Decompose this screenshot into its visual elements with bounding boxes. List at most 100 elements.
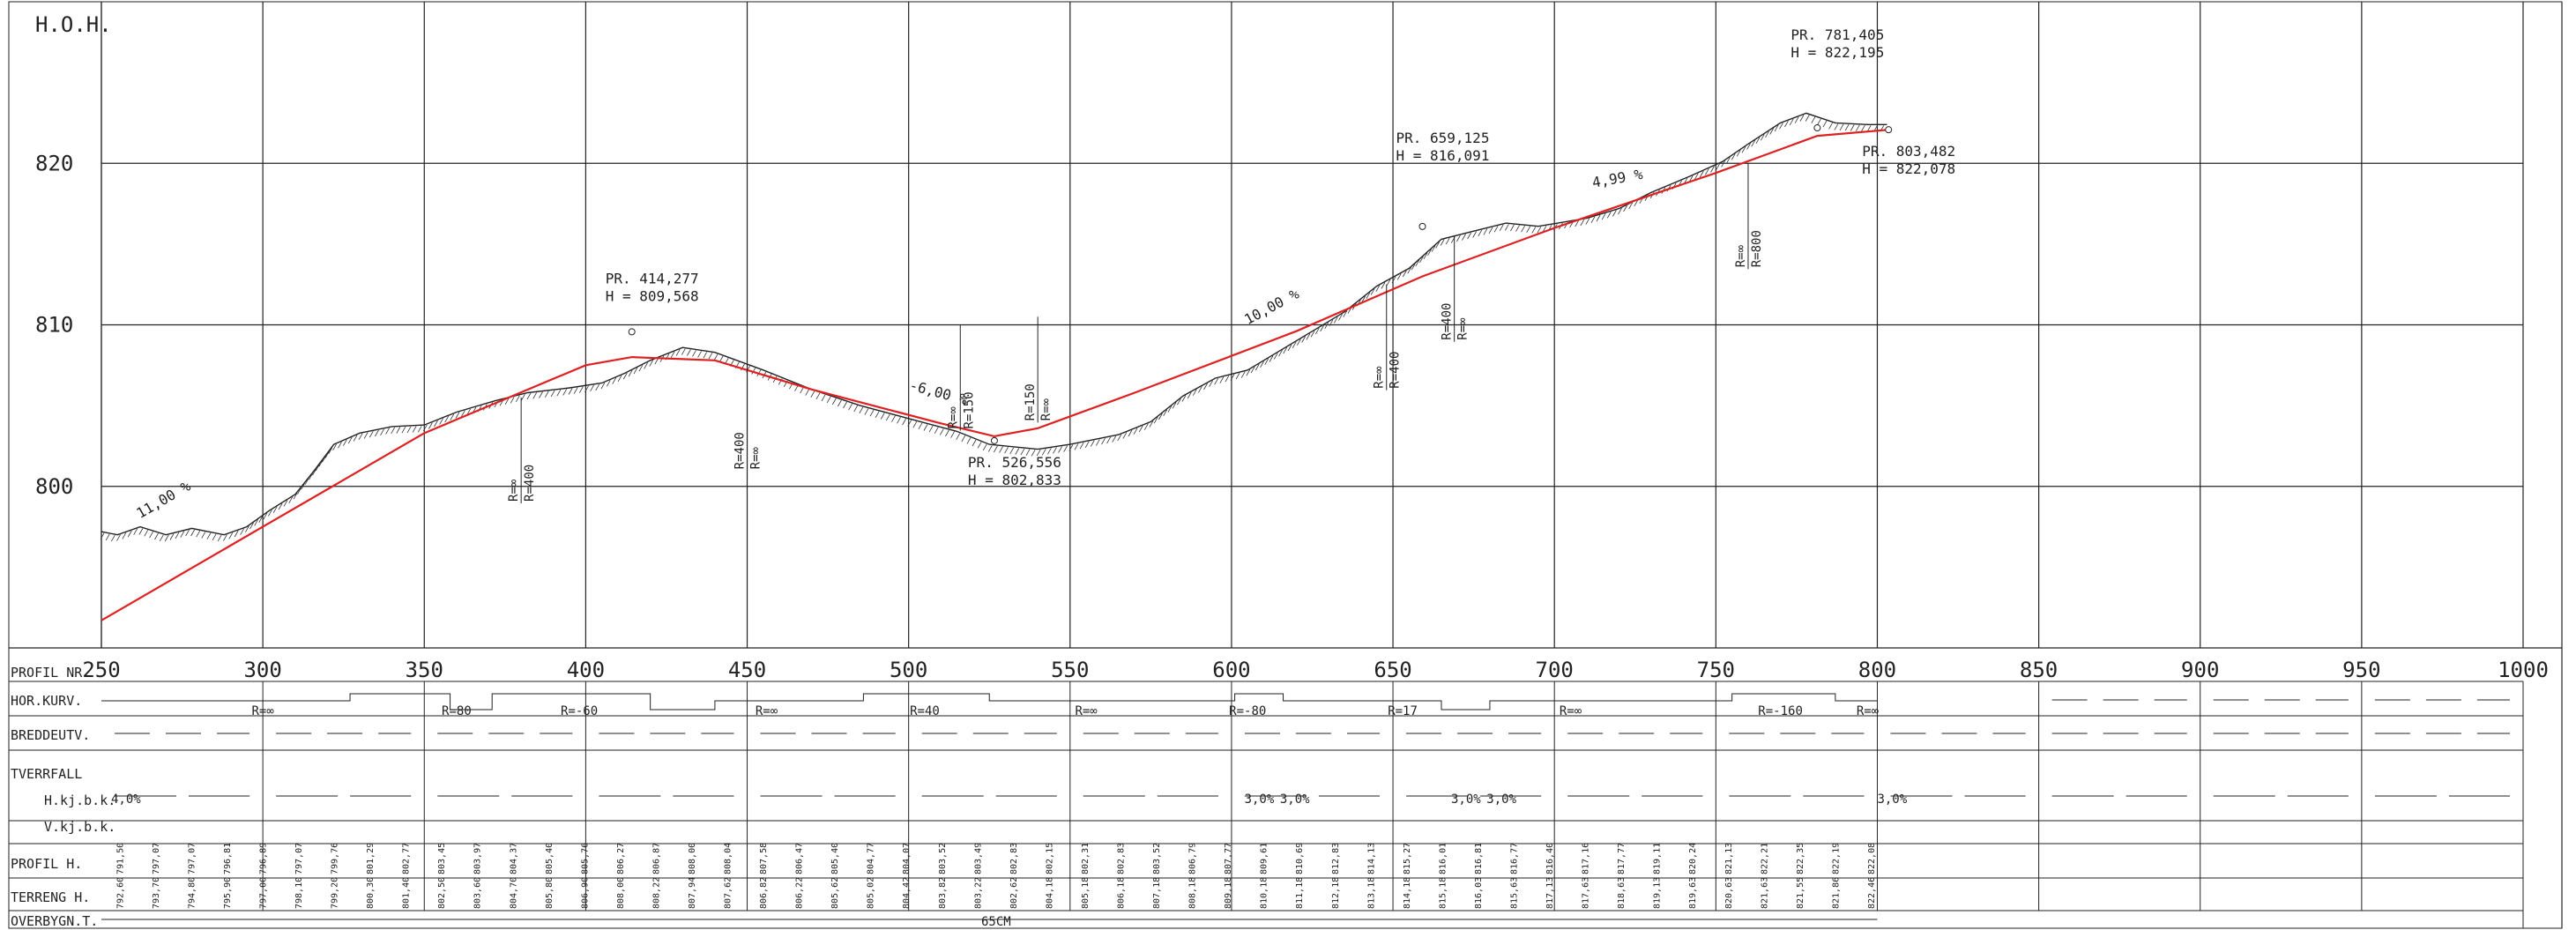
terreng-h-value: 793,70 [152, 877, 161, 909]
x-tick-label: 300 [243, 658, 281, 682]
curve-marker-label: R=150 [1024, 383, 1038, 420]
tverrfall-label: 3,0% [1486, 792, 1516, 807]
profil-h-value: 805,40 [830, 843, 840, 874]
band-title-v-kjb: V.kj.b.k. [44, 819, 115, 835]
curve-marker-label: R=∞ [1456, 317, 1470, 340]
curve-marker-label: R=400 [523, 465, 537, 502]
profil-h-value: 802,83 [1117, 843, 1127, 874]
terreng-h-value: 812,18 [1331, 877, 1341, 909]
profil-h-value: 809,61 [1260, 843, 1269, 874]
terreng-h-value: 815,18 [1438, 877, 1448, 909]
profil-h-value: 822,21 [1760, 843, 1769, 874]
terreng-h-value: 797,00 [258, 877, 268, 909]
tverrfall-label: 3,0% [1877, 792, 1907, 807]
terreng-h-value: 800,30 [366, 877, 376, 909]
terreng-h-value: 804,42 [902, 877, 912, 909]
drawing-frame [8, 1, 2563, 929]
profil-h-value: 804,37 [509, 843, 518, 874]
x-axis-labels: 250 300 350 400 450 500 550 600 650 700 750 800 850 9… [82, 658, 2549, 682]
terreng-h-value: 814,18 [1403, 877, 1412, 909]
profil-h-value: 797,07 [187, 843, 197, 874]
x-tick-label: 700 [1536, 658, 1574, 682]
terreng-h-value: 805,80 [545, 877, 555, 909]
profil-h-value: 803,52 [1152, 843, 1162, 874]
profil-h-value: 806,47 [795, 843, 805, 874]
terreng-h-value: 795,90 [223, 877, 233, 909]
annotation-station-label: PR. 659,125 [1396, 130, 1489, 146]
terreng-h-value: 819,63 [1688, 877, 1698, 909]
band-title-hor-kurv: HOR.KURV. [11, 693, 82, 709]
y-tick-label: 800 [35, 474, 73, 499]
grade-labels: 11,00 %-6,00 %10,00 %4,99 % [133, 166, 1644, 522]
hor-kurv-label: R=∞ [1075, 704, 1098, 718]
terreng-h-value: 822,46 [1867, 877, 1877, 909]
profil-h-value: 816,81 [1474, 843, 1484, 874]
profil-h-value: 801,29 [366, 843, 376, 874]
curve-marker-label: R=800 [1750, 230, 1764, 267]
terreng-h-value: 809,18 [1224, 877, 1233, 909]
terrain-line-path [101, 112, 1887, 536]
terreng-h-value: 821,86 [1831, 877, 1841, 909]
profil-h-value: 791,50 [115, 843, 125, 874]
y-axis-title: H.O.H. [35, 12, 112, 37]
vertical-curve-point [1418, 222, 1426, 230]
terreng-h-value: 802,50 [437, 877, 447, 909]
profil-h-value: 803,52 [938, 843, 948, 874]
band-title-terreng-h: TERRENG H. [11, 889, 90, 905]
x-tick-label: 850 [2020, 658, 2058, 682]
annotation-station-label: PR. 803,482 [1862, 143, 1955, 160]
terreng-h-value: 818,63 [1617, 877, 1627, 909]
profile-table-lines [9, 681, 2562, 929]
curve-marker-label: R=∞ [507, 479, 521, 502]
terreng-h-value: 810,18 [1260, 877, 1269, 909]
terreng-h-value: 803,82 [938, 877, 948, 909]
hor-kurv-label: R=80 [442, 704, 472, 718]
profil-h-value: 816,01 [1438, 843, 1448, 874]
terreng-h-value: 807,18 [1152, 877, 1162, 909]
annotation-height-label: H = 816,091 [1396, 147, 1489, 164]
profil-h-value: 822,08 [1867, 843, 1877, 874]
terreng-h-value: 807,62 [724, 877, 733, 909]
band-title-h-kjb: H.kj.b.k. [44, 792, 115, 808]
hor-kurv-label: R=17 [1388, 704, 1418, 718]
hor-kurv-label: R=-160 [1758, 704, 1803, 718]
x-tick-label: 400 [567, 658, 605, 682]
annotation-height-label: H = 802,833 [968, 472, 1061, 488]
x-tick-label: 550 [1051, 658, 1089, 682]
terreng-h-value: 820,63 [1724, 877, 1734, 909]
profil-h-value: 799,76 [331, 843, 340, 874]
y-tick-label: 810 [35, 313, 73, 338]
terreng-h-value: 806,22 [795, 877, 805, 909]
profil-h-value: 817,77 [1617, 843, 1627, 874]
profil-h-value: 821,13 [1724, 843, 1734, 874]
profil-h-value: 796,89 [258, 843, 268, 874]
x-tick-label: 950 [2342, 658, 2380, 682]
profil-h-value: 822,35 [1796, 843, 1805, 874]
profil-h-value: 807,58 [759, 843, 769, 874]
band-title-profil-h: PROFIL H. [11, 856, 82, 872]
profil-h-value: 805,40 [545, 843, 555, 874]
hor-kurv-diagram [101, 693, 1878, 711]
annotation-station-label: PR. 414,277 [606, 270, 699, 286]
x-tick-label: 1000 [2498, 658, 2549, 682]
profile-table-values: R=∞ R=80 R=-60 R=∞ R=40 R=∞ R=-80 R=17 R=∞ R=-160… [111, 704, 1908, 909]
x-tick-label: 250 [82, 658, 120, 682]
terreng-h-value: 806,90 [580, 877, 590, 909]
profil-h-value: 814,13 [1366, 843, 1376, 874]
curve-marker-label: R=∞ [946, 406, 960, 429]
profil-h-value: 806,87 [651, 843, 661, 874]
profil-h-value: 804,07 [902, 843, 912, 874]
vertical-curve-point [1813, 124, 1821, 132]
profil-h-value: 797,07 [294, 843, 304, 874]
profil-h-value: 807,77 [1224, 843, 1233, 874]
profil-h-value: 802,31 [1081, 843, 1091, 874]
terreng-h-value: 817,13 [1545, 877, 1555, 909]
x-tick-label: 650 [1374, 658, 1411, 682]
profil-h-value: 817,16 [1582, 843, 1591, 874]
hor-kurv-label: R=∞ [251, 704, 274, 718]
profil-h-value: 805,76 [580, 843, 590, 874]
terreng-h-value: 808,18 [1188, 877, 1198, 909]
annotation-station-label: PR. 526,556 [968, 454, 1061, 471]
vertical-curve-point [990, 436, 998, 444]
